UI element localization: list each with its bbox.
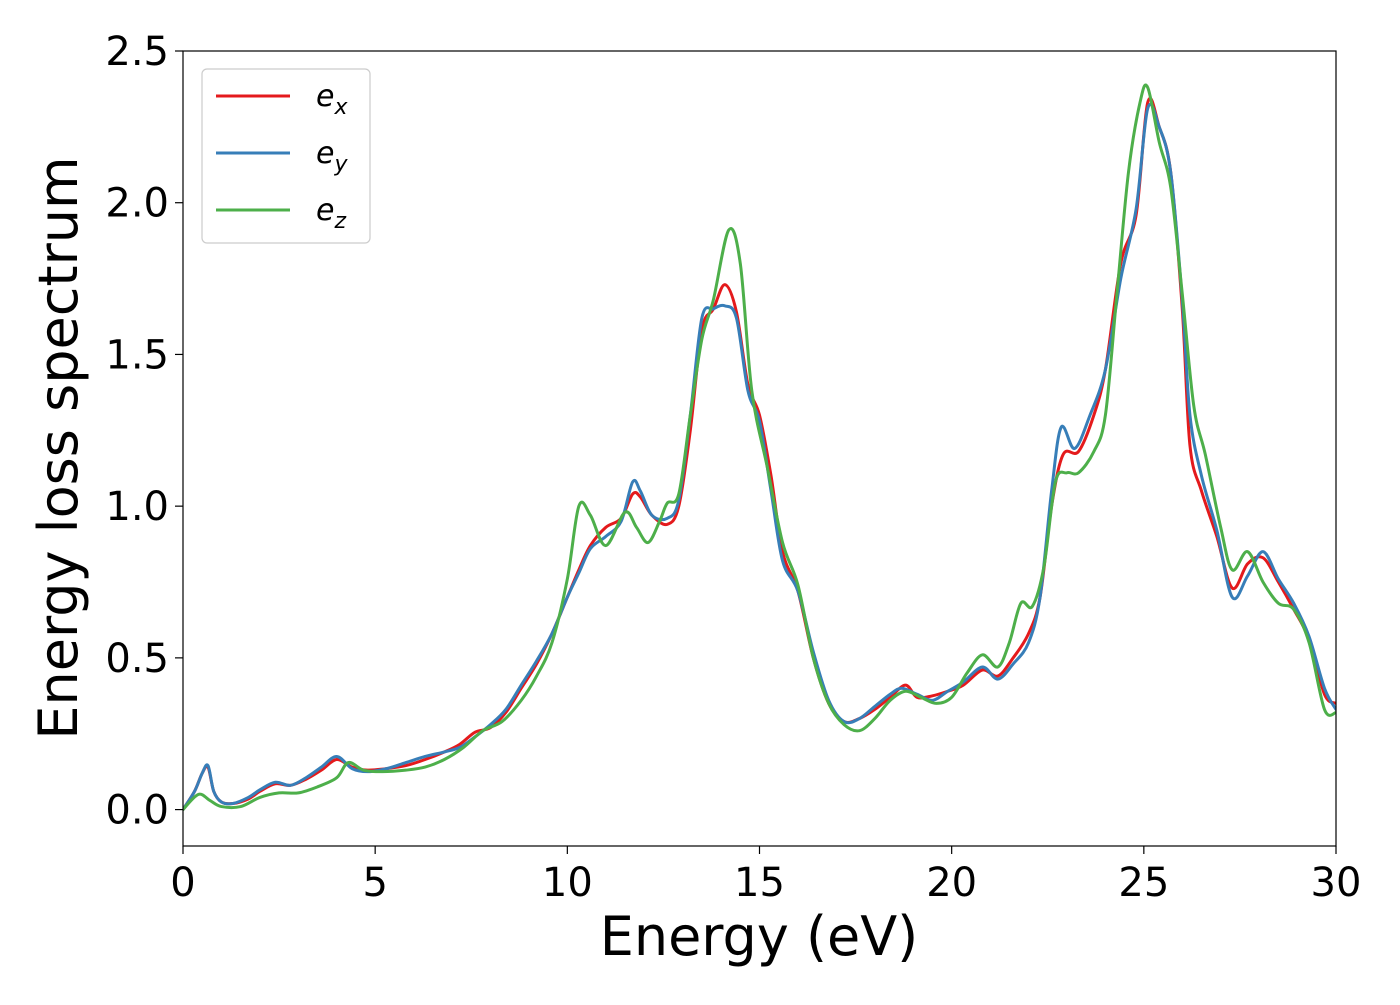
series-lines (183, 83, 1336, 812)
legend: ex ey ez (201, 68, 371, 244)
y-tick-label: 1.5 (105, 332, 169, 378)
x-tick-label: 15 (734, 860, 785, 906)
x-axis-label: Energy (eV) (600, 905, 919, 968)
y-axis-label: Energy loss spectrum (27, 156, 90, 739)
y-axis-ticks: 0.0 0.5 1.0 1.5 2.0 2.5 (105, 29, 183, 834)
x-tick-label: 10 (542, 860, 593, 906)
x-tick-label: 5 (362, 860, 387, 906)
y-tick-label: 0.0 (105, 788, 169, 834)
legend-box (201, 68, 371, 244)
y-tick-label: 2.5 (105, 29, 169, 75)
x-tick-label: 20 (926, 860, 977, 906)
legend-entry-x: ex (316, 79, 348, 120)
series-line-z (183, 83, 1336, 812)
x-tick-label: 30 (1311, 860, 1362, 906)
x-tick-label: 25 (1118, 860, 1169, 906)
y-tick-label: 2.0 (105, 181, 169, 227)
y-tick-label: 0.5 (105, 636, 169, 682)
x-axis-ticks: 0 5 10 15 20 25 30 (170, 846, 1361, 906)
y-tick-label: 1.0 (105, 484, 169, 530)
legend-entry-z: ez (316, 193, 346, 234)
legend-entry-y: ey (316, 136, 348, 177)
x-tick-label: 0 (170, 860, 195, 906)
